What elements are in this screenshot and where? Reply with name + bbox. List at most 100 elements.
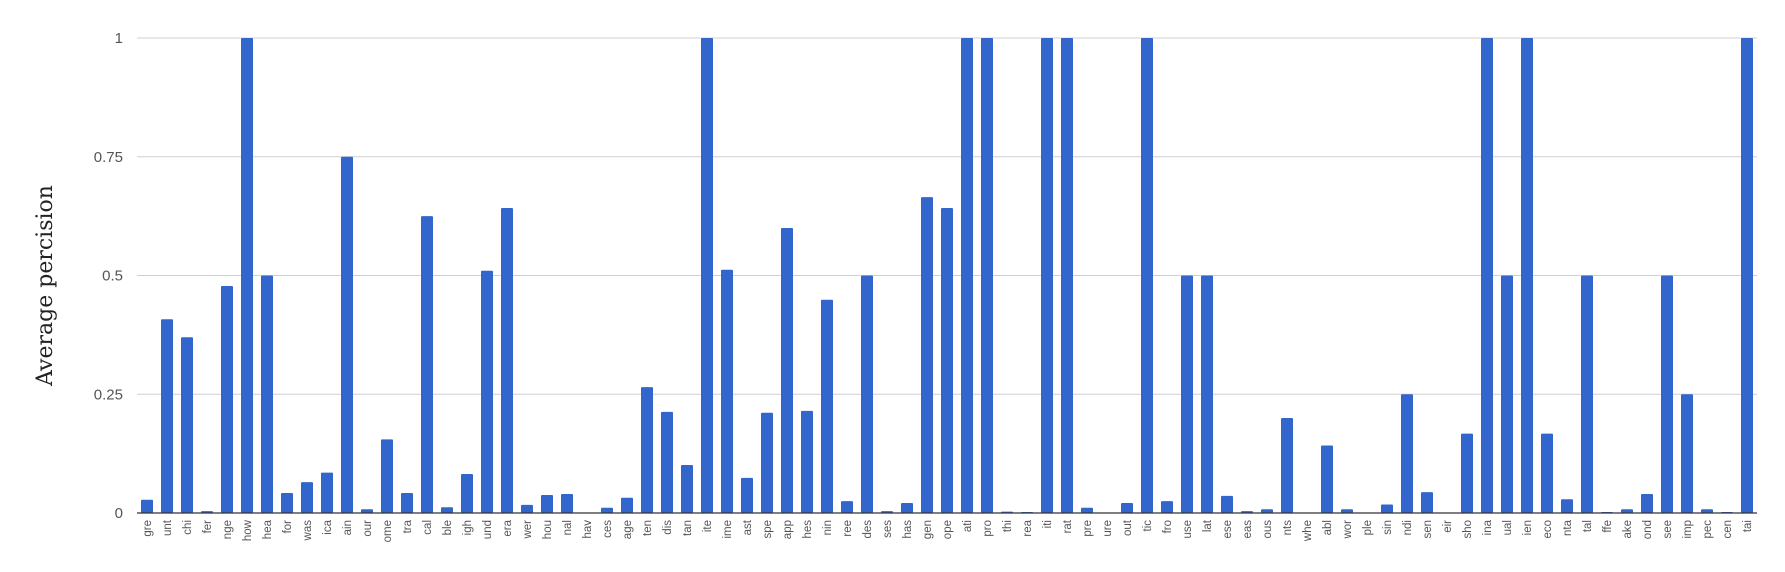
- y-tick-label: 0.75: [94, 149, 123, 166]
- x-tick-label: gen: [922, 520, 934, 539]
- bar-nin: [821, 299, 833, 513]
- y-tick-label: 0.25: [94, 386, 123, 403]
- x-tick-label: hav: [582, 520, 594, 539]
- x-tick-label: app: [782, 520, 794, 539]
- x-tick-labels: gre unt chi fer nge how hea for was ica ain our ome t…: [142, 519, 1754, 542]
- bar-nta: [1561, 499, 1573, 513]
- bar-ati: [961, 38, 973, 513]
- bar-ast: [741, 477, 753, 513]
- x-tick-label: age: [622, 520, 634, 539]
- x-tick-label: ple: [1362, 520, 1374, 535]
- bars: [141, 38, 1753, 514]
- x-tick-label: tai: [1742, 520, 1754, 532]
- bar-cal: [421, 216, 433, 513]
- x-tick-label: unt: [162, 519, 174, 536]
- x-tick-label: ces: [602, 520, 614, 538]
- x-tick-label: was: [302, 520, 314, 542]
- bar-for: [281, 493, 293, 513]
- x-tick-label: eas: [1242, 520, 1254, 539]
- bar-pre: [1081, 507, 1093, 513]
- x-tick-label: dis: [662, 520, 674, 535]
- x-tick-label: cal: [422, 520, 434, 535]
- x-tick-label: tan: [682, 520, 694, 536]
- bar-wor: [1341, 509, 1353, 513]
- x-tick-label: pre: [1082, 520, 1094, 537]
- x-tick-label: ina: [1482, 519, 1494, 535]
- x-tick-label: spe: [762, 520, 774, 539]
- x-tick-label: ite: [702, 520, 714, 532]
- x-tick-label: hea: [262, 519, 274, 539]
- x-tick-label: nal: [562, 520, 574, 535]
- bar-tan: [681, 465, 693, 513]
- x-tick-label: imp: [1682, 520, 1694, 539]
- bar-fro: [1161, 501, 1173, 513]
- x-tick-label: nge: [222, 520, 234, 539]
- bar-ous: [1261, 509, 1273, 513]
- bar-ica: [321, 472, 333, 513]
- bar-out: [1121, 503, 1133, 513]
- bar-see: [1661, 275, 1673, 513]
- bar-ond: [1641, 494, 1653, 513]
- x-tick-label: und: [482, 520, 494, 539]
- x-tick-label: tal: [1582, 520, 1594, 532]
- x-tick-label: use: [1182, 520, 1194, 539]
- bar-unt: [161, 319, 173, 513]
- bar-hes: [801, 410, 813, 513]
- bar-tai: [1741, 38, 1753, 513]
- bar-iti: [1041, 38, 1053, 513]
- x-tick-label: sin: [1382, 520, 1394, 535]
- x-tick-label: see: [1662, 520, 1674, 539]
- bar-tra: [401, 493, 413, 513]
- bar-was: [301, 482, 313, 513]
- bar-tic: [1141, 38, 1153, 513]
- x-tick-label: ten: [642, 520, 654, 536]
- x-tick-label: eir: [1442, 520, 1454, 533]
- x-tick-label: pec: [1702, 520, 1714, 539]
- bar-app: [781, 228, 793, 513]
- y-tick-label: 0.5: [102, 268, 123, 285]
- y-tick-label: 1: [115, 30, 123, 47]
- bar-ndi: [1401, 394, 1413, 513]
- bar-sin: [1381, 504, 1393, 513]
- bar-ese: [1221, 495, 1233, 513]
- x-tick-label: rea: [1022, 519, 1034, 536]
- x-tick-label: ndi: [1402, 520, 1414, 535]
- bar-how: [241, 38, 253, 513]
- x-tick-label: ses: [882, 520, 894, 538]
- x-tick-label: whe: [1302, 520, 1314, 542]
- bar-tal: [1581, 275, 1593, 513]
- x-tick-label: era: [502, 519, 514, 536]
- bar-nal: [561, 494, 573, 513]
- bar-pro: [981, 38, 993, 513]
- x-tick-label: sho: [1462, 520, 1474, 539]
- bar-rat: [1061, 38, 1073, 513]
- x-tick-label: ree: [842, 520, 854, 537]
- x-tick-label: nts: [1282, 520, 1294, 536]
- x-tick-label: igh: [462, 520, 474, 535]
- x-tick-label: rat: [1062, 519, 1074, 533]
- bar-ime: [721, 269, 733, 513]
- bar-des: [861, 275, 873, 513]
- x-tick-label: ond: [1642, 520, 1654, 539]
- bar-dis: [661, 411, 673, 513]
- x-tick-label: ain: [342, 520, 354, 535]
- bar-ual: [1501, 275, 1513, 513]
- x-tick-label: our: [362, 520, 374, 537]
- x-tick-label: wer: [522, 520, 534, 540]
- bar-nts: [1281, 418, 1293, 513]
- bar-our: [361, 509, 373, 513]
- bar-ake: [1621, 509, 1633, 513]
- x-tick-label: ome: [382, 520, 394, 542]
- x-tick-label: ast: [742, 519, 754, 535]
- x-tick-label: ime: [722, 520, 734, 539]
- x-tick-label: ure: [1102, 520, 1114, 537]
- x-tick-label: eco: [1542, 520, 1554, 539]
- bar-eco: [1541, 433, 1553, 513]
- bar-chi: [181, 337, 193, 513]
- bar-lat: [1201, 275, 1213, 513]
- x-tick-label: ous: [1262, 520, 1274, 539]
- bar-sho: [1461, 433, 1473, 513]
- x-tick-label: ual: [1502, 520, 1514, 535]
- x-tick-label: chi: [182, 520, 194, 535]
